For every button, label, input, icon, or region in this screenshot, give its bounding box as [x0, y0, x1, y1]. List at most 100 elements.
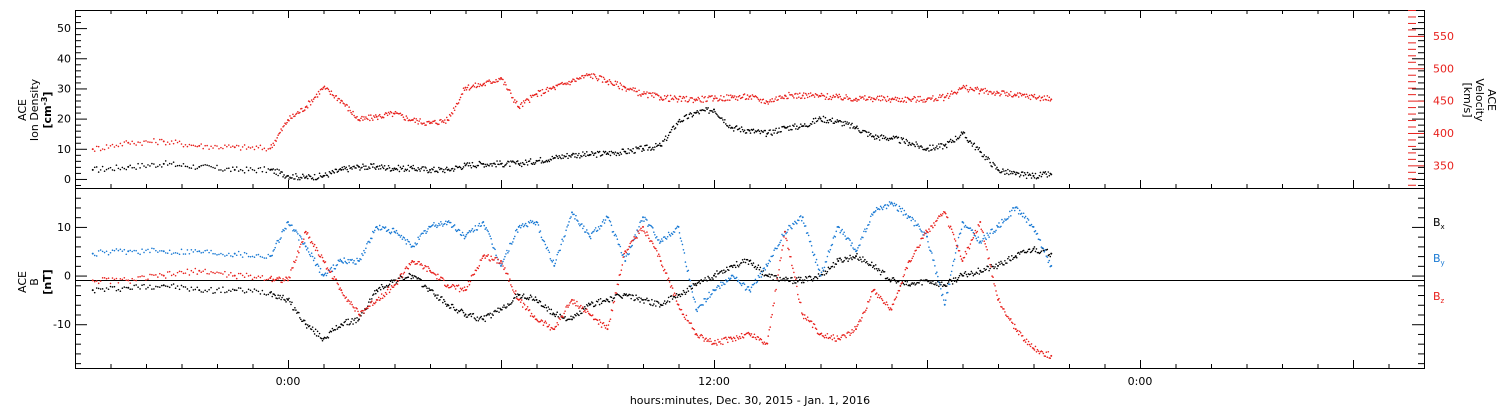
velocity-point	[918, 100, 920, 103]
velocity-point	[93, 150, 96, 152]
density-point	[538, 159, 541, 162]
by-point	[892, 204, 895, 207]
velocity-point	[333, 97, 336, 99]
density-point	[692, 114, 695, 117]
density-point	[704, 109, 706, 112]
velocity-point	[1032, 95, 1035, 98]
velocity-point	[983, 92, 985, 94]
bx-point	[600, 302, 603, 305]
velocity-point	[387, 111, 390, 114]
bz-point	[308, 236, 311, 238]
velocity-point	[714, 95, 716, 97]
velocity-point	[111, 143, 114, 146]
bz-point	[599, 321, 602, 324]
velocity-point	[979, 89, 982, 92]
bz-point	[583, 310, 585, 313]
bz-point	[597, 323, 600, 325]
bz-point	[617, 283, 620, 286]
bz-point	[194, 267, 197, 270]
density-point	[996, 166, 998, 169]
velocity-point	[994, 94, 996, 96]
bz-point	[675, 300, 678, 302]
density-point	[103, 170, 106, 172]
bz-point	[845, 336, 847, 339]
density-point	[298, 176, 300, 179]
velocity-point	[523, 101, 526, 104]
density-point	[432, 168, 434, 171]
density-point	[176, 164, 179, 167]
bz-point	[958, 249, 961, 252]
velocity-point	[1042, 99, 1045, 101]
density-point	[808, 124, 811, 127]
bz-point	[111, 277, 114, 279]
velocity-point	[798, 92, 801, 95]
density-point	[705, 107, 707, 109]
by-point	[190, 248, 193, 251]
by-point	[615, 235, 618, 237]
bz-point	[642, 225, 644, 228]
by-point	[107, 253, 110, 256]
density-point	[713, 108, 715, 111]
density-point	[441, 168, 443, 170]
velocity-point	[986, 89, 988, 92]
by-point	[588, 235, 591, 238]
bx-point	[1017, 251, 1020, 254]
by-point	[255, 254, 258, 256]
by-point	[101, 250, 104, 253]
density-point	[182, 162, 185, 165]
velocity-point	[241, 146, 244, 148]
by-point	[568, 221, 570, 223]
bz-point	[673, 292, 676, 294]
density-point	[874, 134, 877, 136]
by-point	[123, 248, 126, 251]
density-point	[503, 165, 505, 168]
density-point	[547, 159, 550, 162]
bz-point	[380, 293, 383, 295]
bx-point	[389, 280, 392, 283]
density-point	[561, 154, 563, 156]
density-point	[396, 168, 399, 171]
by-point	[467, 231, 470, 234]
bz-point	[657, 253, 660, 255]
by-point	[1018, 209, 1021, 212]
by-point	[360, 258, 362, 261]
bz-point	[668, 281, 671, 283]
by-point	[178, 253, 181, 256]
density-point	[278, 169, 280, 171]
bz-point	[792, 267, 794, 270]
bx-point	[410, 277, 413, 280]
bx-point	[995, 263, 997, 266]
bz-point	[991, 275, 993, 277]
bz-point	[990, 265, 992, 268]
density-point	[955, 138, 958, 141]
y-tick-label: -10	[53, 318, 71, 331]
density-point	[608, 150, 611, 153]
density-point	[892, 135, 895, 138]
density-point	[899, 142, 902, 144]
by-point	[97, 250, 100, 252]
bz-point	[799, 301, 802, 304]
velocity-point	[842, 98, 844, 101]
bz-point	[95, 280, 98, 282]
density-point	[436, 170, 438, 173]
density-point	[257, 167, 260, 170]
bz-point	[933, 222, 935, 224]
bz-point	[878, 296, 881, 299]
by-point	[801, 216, 804, 219]
density-point	[228, 167, 230, 170]
density-point	[117, 167, 120, 170]
bz-point	[457, 284, 460, 286]
density-point	[430, 171, 432, 174]
bz-point	[840, 336, 843, 339]
by-point	[975, 237, 978, 240]
bx-point	[277, 294, 279, 297]
bz-point	[127, 279, 130, 282]
velocity-point	[299, 111, 301, 114]
density-point	[1006, 172, 1008, 175]
density-point	[281, 171, 283, 173]
by-point	[647, 225, 649, 227]
density-point	[577, 154, 579, 157]
bz-point	[220, 272, 222, 274]
by-point	[160, 250, 163, 252]
by-point	[609, 220, 612, 223]
